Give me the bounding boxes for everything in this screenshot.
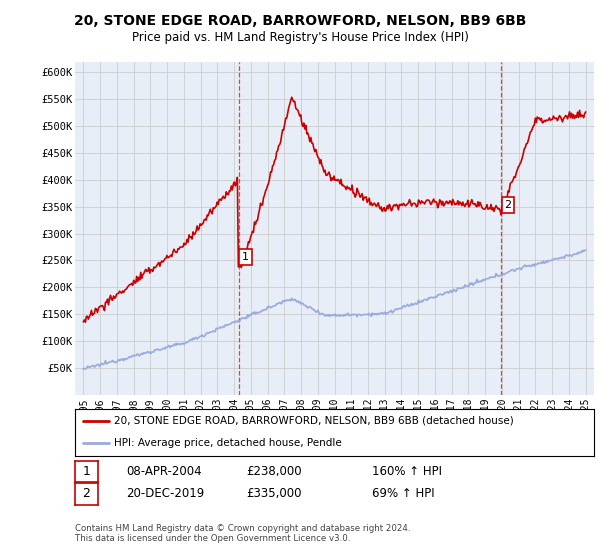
Text: 20-DEC-2019: 20-DEC-2019 bbox=[126, 487, 204, 501]
Text: 1: 1 bbox=[82, 465, 91, 478]
Text: £335,000: £335,000 bbox=[246, 487, 302, 501]
Text: 160% ↑ HPI: 160% ↑ HPI bbox=[372, 465, 442, 478]
Text: Contains HM Land Registry data © Crown copyright and database right 2024.
This d: Contains HM Land Registry data © Crown c… bbox=[75, 524, 410, 543]
Text: £238,000: £238,000 bbox=[246, 465, 302, 478]
Text: 20, STONE EDGE ROAD, BARROWFORD, NELSON, BB9 6BB (detached house): 20, STONE EDGE ROAD, BARROWFORD, NELSON,… bbox=[114, 416, 514, 426]
Text: 69% ↑ HPI: 69% ↑ HPI bbox=[372, 487, 434, 501]
Text: 08-APR-2004: 08-APR-2004 bbox=[126, 465, 202, 478]
Text: 1: 1 bbox=[242, 252, 249, 262]
Text: HPI: Average price, detached house, Pendle: HPI: Average price, detached house, Pend… bbox=[114, 438, 341, 448]
Text: 2: 2 bbox=[82, 487, 91, 501]
Text: Price paid vs. HM Land Registry's House Price Index (HPI): Price paid vs. HM Land Registry's House … bbox=[131, 31, 469, 44]
Text: 20, STONE EDGE ROAD, BARROWFORD, NELSON, BB9 6BB: 20, STONE EDGE ROAD, BARROWFORD, NELSON,… bbox=[74, 14, 526, 28]
Text: 2: 2 bbox=[505, 200, 512, 210]
